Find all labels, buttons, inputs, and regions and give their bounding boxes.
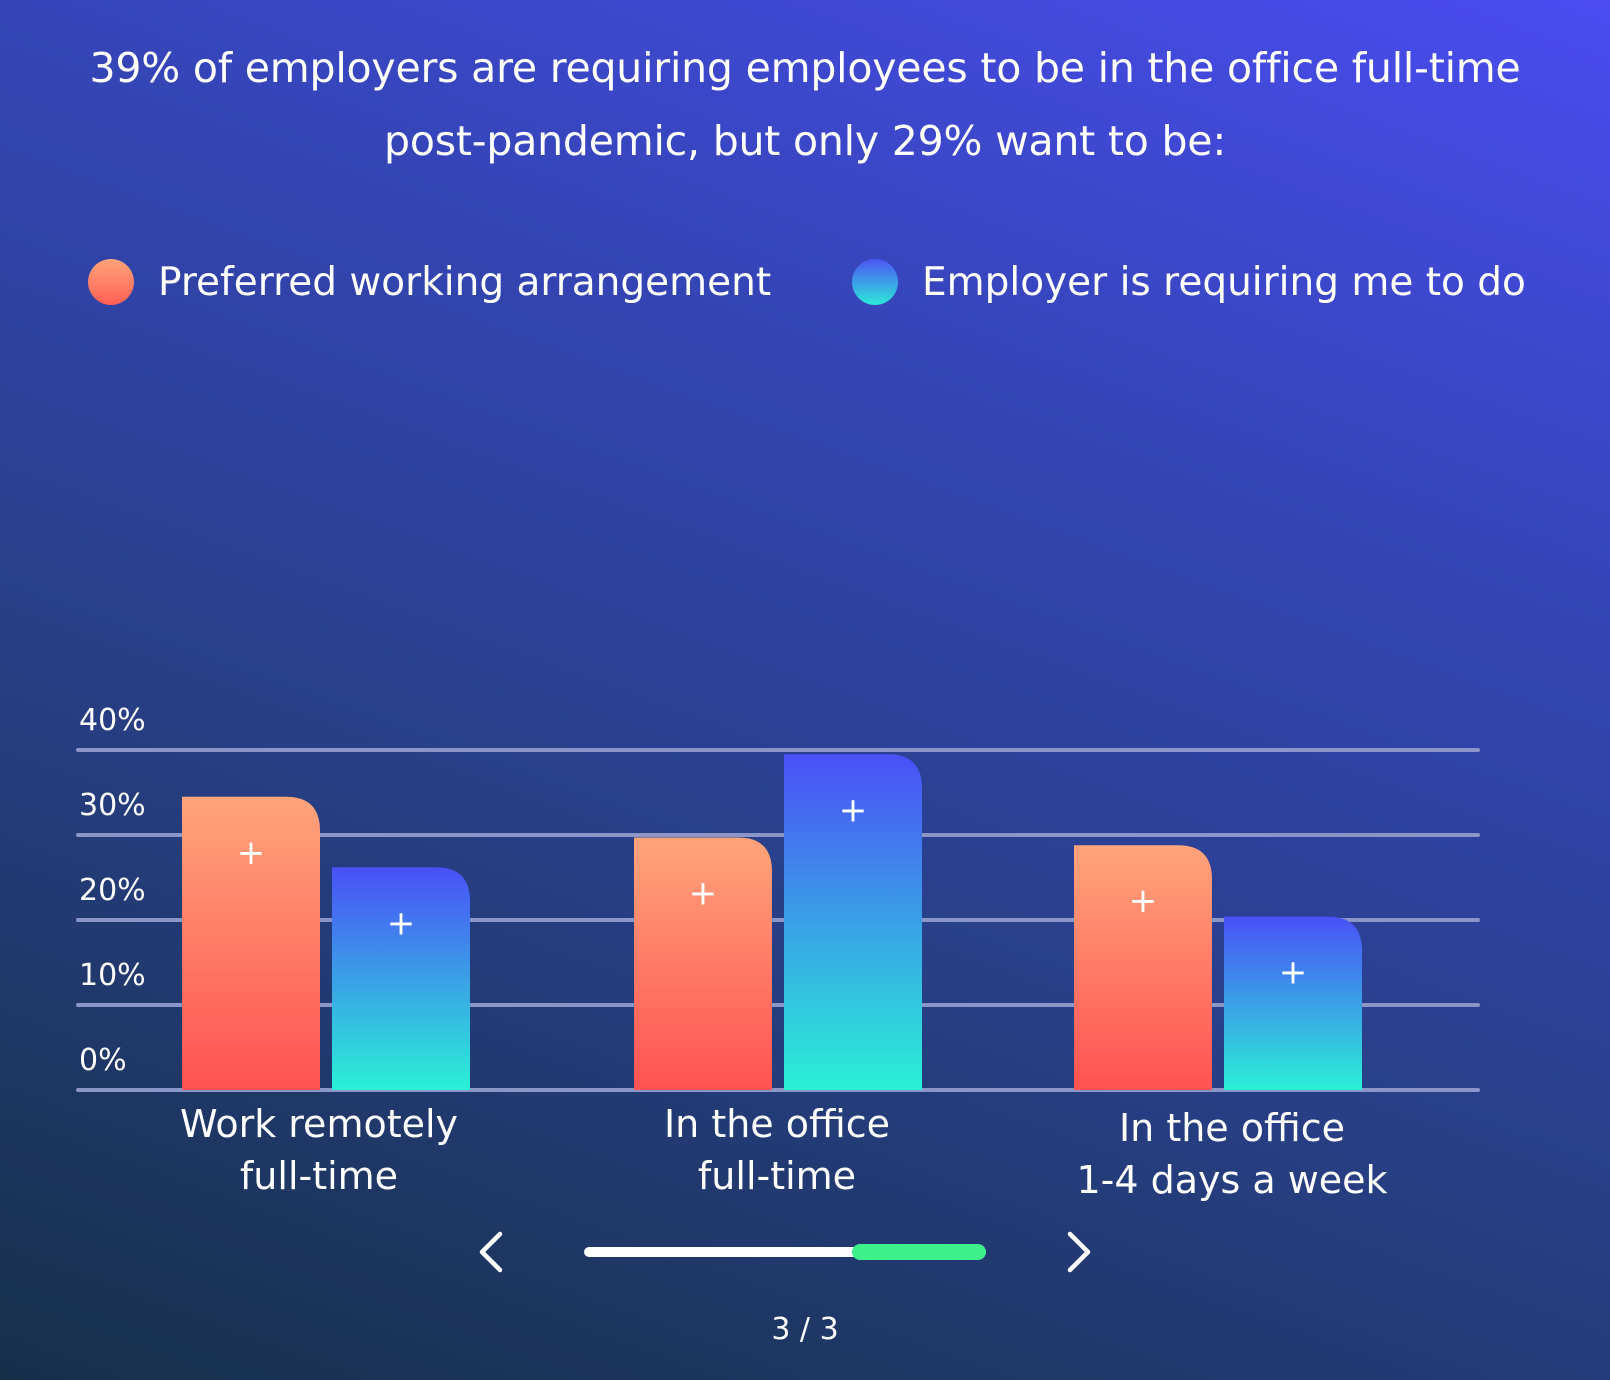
page-counter: 3 / 3 <box>771 1312 839 1347</box>
y-tick-label: 40% <box>79 703 146 738</box>
x-category-label-line: full-time <box>239 1154 399 1198</box>
x-category-label-line: In the office <box>663 1102 891 1146</box>
y-tick-label: 10% <box>79 958 146 993</box>
x-category-label: Work remotely full-time <box>109 1098 529 1202</box>
progress-fill <box>852 1244 986 1260</box>
bar-chart: 0% 10% 20% 30% 40% + + + + + + <box>76 703 1480 1092</box>
chart-legend: Preferred working arrangement Employer i… <box>0 252 1610 312</box>
chevron-right-icon[interactable] <box>1056 1230 1100 1274</box>
legend-swatch-required <box>852 259 898 305</box>
chart-title: 39% of employers are requiring employees… <box>0 32 1610 178</box>
plus-icon[interactable]: + <box>689 874 718 914</box>
bar-preferred[interactable] <box>182 796 320 1090</box>
y-axis-ticks: 0% 10% 20% 30% 40% <box>79 703 146 1078</box>
bars: + + + + + + <box>182 754 1362 1090</box>
legend-swatch-preferred <box>88 259 134 305</box>
bar-preferred[interactable] <box>1074 845 1212 1090</box>
y-tick-label: 20% <box>79 873 146 908</box>
bar-required[interactable] <box>332 867 470 1090</box>
x-category-label-line: 1-4 days a week <box>1076 1158 1388 1202</box>
chart-title-line-2: post-pandemic, but only 29% want to be: <box>384 117 1226 165</box>
x-category-label: In the office 1-4 days a week <box>1022 1102 1442 1206</box>
pager <box>0 1222 1610 1282</box>
x-category-label-line: full-time <box>697 1154 857 1198</box>
progress-track <box>584 1244 986 1260</box>
plus-icon[interactable]: + <box>1129 881 1158 921</box>
legend-item-preferred: Preferred working arrangement <box>88 252 771 312</box>
legend-item-required: Employer is requiring me to do <box>852 252 1526 312</box>
x-category-label-line: In the office <box>1118 1106 1346 1150</box>
plus-icon[interactable]: + <box>237 833 266 873</box>
plus-icon[interactable]: + <box>839 790 868 830</box>
y-tick-label: 0% <box>79 1043 127 1078</box>
bar-preferred[interactable] <box>634 837 772 1090</box>
legend-label-preferred: Preferred working arrangement <box>158 259 772 305</box>
bar-required[interactable] <box>784 754 922 1090</box>
plus-icon[interactable]: + <box>387 903 416 943</box>
x-category-label: In the office full-time <box>567 1098 987 1202</box>
y-tick-label: 30% <box>79 788 146 823</box>
plus-icon[interactable]: + <box>1279 953 1308 993</box>
bar-required[interactable] <box>1224 916 1362 1090</box>
chart-title-line-1: 39% of employers are requiring employees… <box>89 44 1521 92</box>
legend-label-required: Employer is requiring me to do <box>922 259 1526 305</box>
x-category-label-line: Work remotely <box>179 1102 459 1146</box>
chevron-left-icon[interactable] <box>470 1230 514 1274</box>
